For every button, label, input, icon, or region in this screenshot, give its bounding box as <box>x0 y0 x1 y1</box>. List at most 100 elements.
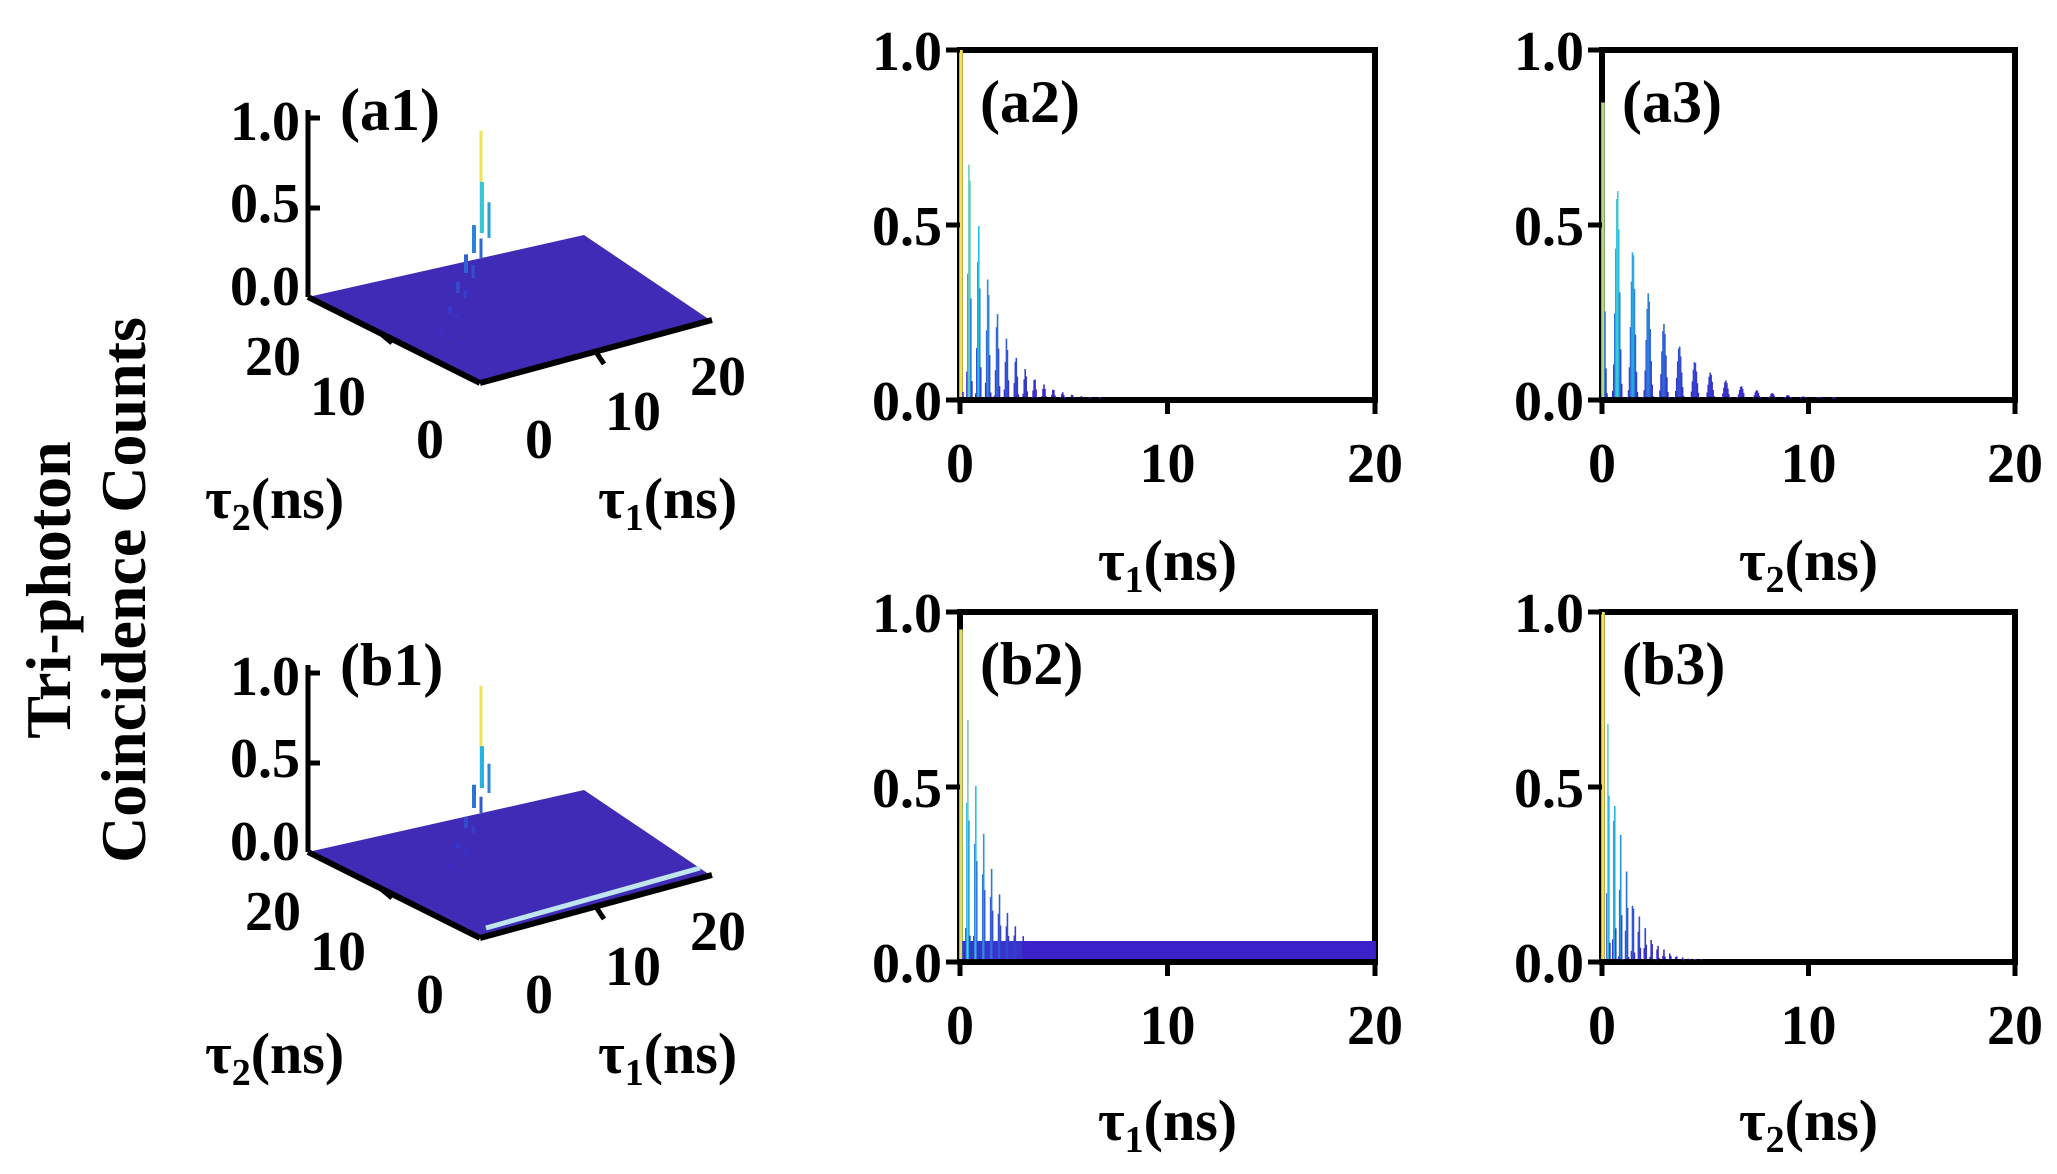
baseline-band <box>1022 941 1375 959</box>
tau1-axis-label: τ1(ns) <box>598 466 737 539</box>
label-symbol: τ <box>598 1021 625 1086</box>
panel-b3: (b3) 0.0 0.5 1.0 0 10 20 τ2(ns) <box>1514 583 2043 1161</box>
tau2-tick-label: 10 <box>310 921 366 983</box>
decay-area <box>1601 102 1836 399</box>
tau2-axis-label: τ2(ns) <box>205 1021 344 1094</box>
label-unit: (ns) <box>1144 1088 1237 1153</box>
xtick-label: 0 <box>946 995 974 1057</box>
surface-plot <box>305 665 713 941</box>
label-symbol: τ <box>1739 528 1766 593</box>
ytick-label: 0.5 <box>1514 196 1584 258</box>
ytick-label: 0.0 <box>1514 933 1584 995</box>
tau1-tick-label: 20 <box>690 901 746 963</box>
xtick-label: 20 <box>1987 995 2043 1057</box>
tick-marks <box>946 47 1378 414</box>
xtick-label: 0 <box>946 433 974 495</box>
label-unit: (ns) <box>251 1021 344 1086</box>
ytick-label: 0.5 <box>872 196 942 258</box>
surface-plot <box>305 110 713 386</box>
ylabel-line2: Coincidence Counts <box>88 317 159 863</box>
tau1-tick-label: 10 <box>605 936 661 998</box>
xtick-label: 0 <box>1588 995 1616 1057</box>
surface-floor <box>308 790 710 938</box>
xtick-label: 10 <box>1140 433 1196 495</box>
tau1-tick-label: 20 <box>690 346 746 408</box>
panel-label: (a3) <box>1622 69 1722 135</box>
tau1-tick <box>593 350 607 366</box>
tau2-tick-label: 0 <box>416 964 444 1026</box>
tau2-axis <box>306 849 482 941</box>
x-axis-label: τ2(ns) <box>1739 1088 1878 1161</box>
ztick-label: 0.0 <box>230 811 300 873</box>
ztick-label: 0.0 <box>230 256 300 318</box>
decay-area <box>1601 612 1703 961</box>
panel-label: (b1) <box>340 632 443 698</box>
label-subscript: 2 <box>1766 559 1785 601</box>
label-unit: (ns) <box>644 1021 737 1086</box>
label-subscript: 1 <box>1125 1119 1144 1161</box>
tau1-tick-label: 0 <box>525 964 553 1026</box>
surface-edge <box>485 865 701 931</box>
panel-label: (b3) <box>1622 631 1725 697</box>
tau2-axis <box>306 294 482 386</box>
ytick-label: 0.0 <box>872 371 942 433</box>
surface-floor <box>308 235 710 383</box>
label-unit: (ns) <box>644 466 737 531</box>
ytick-label: 1.0 <box>1514 583 1584 645</box>
tau2-axis-label: τ2(ns) <box>205 466 344 539</box>
label-unit: (ns) <box>1144 528 1237 593</box>
xtick-label: 20 <box>1987 433 2043 495</box>
label-symbol: τ <box>1098 528 1125 593</box>
tau2-tick <box>378 886 394 900</box>
tau2-tick <box>378 331 394 345</box>
panel-a2: (a2) 0.0 0.5 1.0 0 10 20 τ1(ns) <box>872 21 1403 601</box>
label-symbol: τ <box>205 1021 232 1086</box>
surface-spikes <box>448 685 491 873</box>
label-unit: (ns) <box>1785 528 1878 593</box>
tau2-tick-label: 10 <box>310 366 366 428</box>
x-axis-label: τ1(ns) <box>1098 1088 1237 1161</box>
decay-area <box>959 629 1376 959</box>
tick-marks <box>1588 47 2018 414</box>
label-symbol: τ <box>205 466 232 531</box>
panel-b1: (b1) 1.0 0.5 0.0 20 10 0 0 10 20 τ2(ns) … <box>205 632 746 1094</box>
tau1-axis <box>479 317 713 386</box>
tau1-axis-label: τ1(ns) <box>598 1021 737 1094</box>
x-axis-label: τ2(ns) <box>1739 528 1878 601</box>
tick-marks <box>1588 609 2018 976</box>
panel-label: (b2) <box>980 631 1083 697</box>
xtick-label: 10 <box>1781 995 1837 1057</box>
ztick-label: 1.0 <box>230 646 300 708</box>
label-symbol: τ <box>1739 1088 1766 1153</box>
tau1-axis <box>479 872 713 941</box>
panel-a1: (a1) 1.0 0.5 0.0 20 10 0 0 10 20 τ2(ns) … <box>205 77 746 539</box>
xtick-label: 10 <box>1781 433 1837 495</box>
ztick-label: 0.5 <box>230 173 300 235</box>
xtick-label: 0 <box>1588 433 1616 495</box>
label-subscript: 2 <box>232 497 251 539</box>
panel-label: (a2) <box>980 69 1080 135</box>
xtick-label: 10 <box>1140 995 1196 1057</box>
ztick-label: 0.5 <box>230 728 300 790</box>
label-unit: (ns) <box>251 466 344 531</box>
label-unit: (ns) <box>1785 1088 1878 1153</box>
ytick-label: 1.0 <box>872 21 942 83</box>
tau2-tick-label: 20 <box>245 881 301 943</box>
tau1-tick-label: 0 <box>525 409 553 471</box>
tau2-tick-label: 0 <box>416 409 444 471</box>
ytick-label: 1.0 <box>872 583 942 645</box>
label-symbol: τ <box>598 466 625 531</box>
ytick-label: 0.0 <box>872 933 942 995</box>
panel-b2: (b2) 0.0 0.5 1.0 0 10 20 τ1(ns) <box>872 583 1403 1161</box>
label-subscript: 1 <box>1125 559 1144 601</box>
label-subscript: 1 <box>625 1052 644 1094</box>
ytick-label: 0.5 <box>1514 758 1584 820</box>
xtick-label: 20 <box>1347 995 1403 1057</box>
tau2-tick-label: 20 <box>245 326 301 388</box>
label-symbol: τ <box>1098 1088 1125 1153</box>
ytick-label: 0.0 <box>1514 371 1584 433</box>
ytick-label: 0.5 <box>872 758 942 820</box>
ytick-label: 1.0 <box>1514 21 1584 83</box>
tick-marks <box>946 609 1378 976</box>
